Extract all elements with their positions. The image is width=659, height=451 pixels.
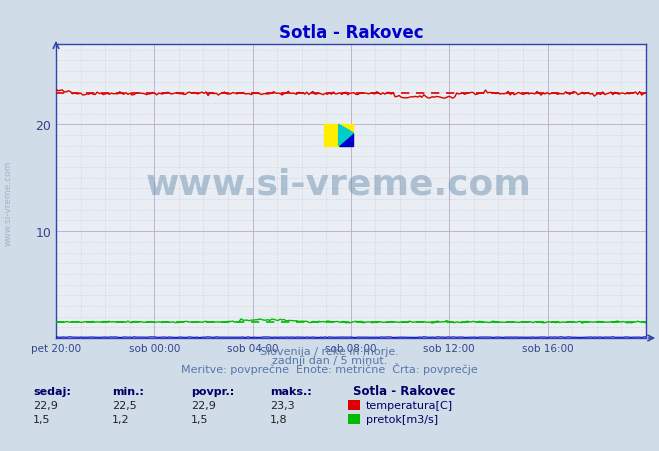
Text: 1,8: 1,8 [270,414,288,423]
Polygon shape [339,133,353,147]
Bar [324,125,353,147]
Text: 23,3: 23,3 [270,400,295,410]
Text: 22,5: 22,5 [112,400,137,410]
Text: Slovenija / reke in morje.: Slovenija / reke in morje. [260,346,399,356]
Text: zadnji dan / 5 minut.: zadnji dan / 5 minut. [272,355,387,365]
Text: 1,5: 1,5 [33,414,51,423]
Title: Sotla - Rakovec: Sotla - Rakovec [279,24,423,42]
Text: www.si-vreme.com: www.si-vreme.com [4,161,13,245]
Text: maks.:: maks.: [270,387,312,396]
Text: 22,9: 22,9 [33,400,58,410]
Text: 22,9: 22,9 [191,400,216,410]
Polygon shape [339,125,353,147]
Text: pretok[m3/s]: pretok[m3/s] [366,414,438,423]
Text: 1,2: 1,2 [112,414,130,423]
Text: min.:: min.: [112,387,144,396]
Text: Meritve: povprečne  Enote: metrične  Črta: povprečje: Meritve: povprečne Enote: metrične Črta:… [181,362,478,374]
Text: 1,5: 1,5 [191,414,209,423]
Text: povpr.:: povpr.: [191,387,235,396]
Text: www.si-vreme.com: www.si-vreme.com [146,167,532,201]
Text: sedaj:: sedaj: [33,387,71,396]
Text: Sotla - Rakovec: Sotla - Rakovec [353,385,455,398]
Text: temperatura[C]: temperatura[C] [366,400,453,410]
